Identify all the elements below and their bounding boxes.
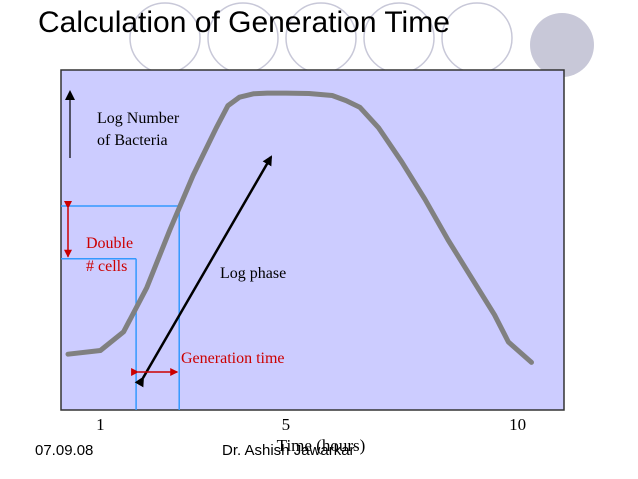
x-axis-label: Time (hours) xyxy=(277,436,366,455)
ylabel-line2: of Bacteria xyxy=(97,132,168,149)
decor-circle-filled xyxy=(530,13,594,77)
x-tick-labels: 1 5 10 xyxy=(96,415,526,434)
slide-title: Calculation of Generation Time xyxy=(38,6,450,39)
footer-date: 07.09.08 xyxy=(35,442,94,459)
x-tick-label: 10 xyxy=(509,415,526,434)
x-tick-label: 1 xyxy=(96,415,105,434)
x-tick-label: 5 xyxy=(282,415,291,434)
double-cells-line2: # cells xyxy=(86,258,127,275)
footer-author: Dr. Ashish Jawarkar xyxy=(222,442,355,459)
log-phase-label: Log phase xyxy=(220,265,286,282)
ylabel-line1: Log Number xyxy=(97,110,180,127)
log-phase-arrow xyxy=(134,155,273,388)
double-cells-line1: Double xyxy=(86,235,133,252)
generation-time-label: Generation time xyxy=(181,350,285,367)
